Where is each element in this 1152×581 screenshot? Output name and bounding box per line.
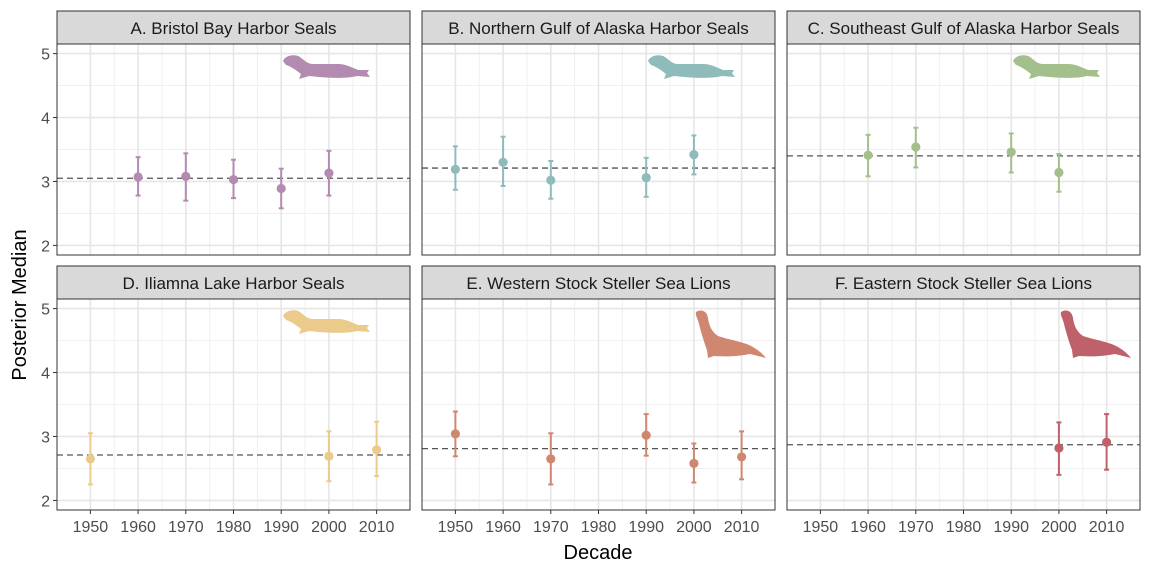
data-point bbox=[324, 168, 334, 178]
x-tick-label: 1990 bbox=[628, 519, 664, 536]
facet-title: A. Bristol Bay Harbor Seals bbox=[131, 19, 337, 38]
y-tick-label: 5 bbox=[41, 302, 50, 319]
x-tick-label: 1960 bbox=[485, 519, 521, 536]
facet-title: F. Eastern Stock Steller Sea Lions bbox=[835, 274, 1092, 293]
panel-border bbox=[56, 43, 411, 256]
panel-border bbox=[421, 43, 776, 256]
facet-strip bbox=[56, 10, 411, 45]
facet-panel: A. Bristol Bay Harbor Seals 2 3 4 5 bbox=[41, 10, 411, 256]
data-point bbox=[133, 172, 143, 182]
harbor-seal-icon bbox=[283, 310, 370, 334]
y-tick-label: 2 bbox=[41, 493, 50, 510]
x-tick-label: 1960 bbox=[850, 519, 886, 536]
facet-panel: C. Southeast Gulf of Alaska Harbor Seals bbox=[786, 10, 1141, 256]
harbor-seal-icon bbox=[648, 55, 735, 79]
data-point bbox=[689, 458, 699, 468]
x-tick-label: 1980 bbox=[216, 519, 252, 536]
panels-layer: A. Bristol Bay Harbor Seals 2 3 4 5 B. Northe… bbox=[41, 10, 1141, 536]
data-point bbox=[450, 429, 460, 439]
data-point bbox=[1054, 443, 1064, 453]
facet-title: B. Northern Gulf of Alaska Harbor Seals bbox=[448, 19, 748, 38]
x-tick-label: 1980 bbox=[581, 519, 617, 536]
sea-lion-icon bbox=[695, 310, 766, 358]
data-point bbox=[641, 173, 651, 183]
facet-panel: F. Eastern Stock Steller Sea Lions 1950 19… bbox=[786, 265, 1141, 536]
panel-border bbox=[786, 43, 1141, 256]
x-tick-label: 1970 bbox=[898, 519, 934, 536]
x-tick-label: 2010 bbox=[1089, 519, 1125, 536]
facet-title: C. Southeast Gulf of Alaska Harbor Seals bbox=[808, 19, 1120, 38]
facet-panel: D. Iliamna Lake Harbor Seals 2 3 4 5 1950 1960… bbox=[41, 265, 411, 536]
data-point bbox=[450, 164, 460, 174]
data-point bbox=[1102, 437, 1112, 447]
data-point bbox=[546, 454, 556, 464]
data-point bbox=[641, 430, 651, 440]
facet-strip bbox=[786, 265, 1141, 300]
harbor-seal-icon bbox=[1013, 55, 1100, 79]
y-tick-label: 3 bbox=[41, 174, 50, 191]
facet-panel: E. Western Stock Steller Sea Lions 1950 19… bbox=[421, 265, 776, 536]
facet-strip bbox=[421, 265, 776, 300]
y-tick-label: 5 bbox=[41, 47, 50, 64]
data-point bbox=[85, 454, 95, 464]
x-tick-label: 1990 bbox=[263, 519, 299, 536]
data-point bbox=[498, 157, 508, 167]
y-tick-label: 4 bbox=[41, 111, 50, 128]
data-point bbox=[324, 451, 334, 461]
x-axis-label: Decade bbox=[564, 542, 633, 564]
y-tick-label: 3 bbox=[41, 429, 50, 446]
x-tick-label: 1990 bbox=[993, 519, 1029, 536]
x-tick-label: 1970 bbox=[533, 519, 569, 536]
facet-title: D. Iliamna Lake Harbor Seals bbox=[122, 274, 344, 293]
facet-panel: B. Northern Gulf of Alaska Harbor Seals bbox=[421, 10, 776, 256]
harbor-seal-icon bbox=[283, 55, 370, 79]
data-point bbox=[181, 171, 191, 181]
x-tick-label: 2000 bbox=[311, 519, 347, 536]
y-tick-label: 2 bbox=[41, 238, 50, 255]
sea-lion-icon bbox=[1060, 310, 1131, 358]
y-tick-label: 4 bbox=[41, 366, 50, 383]
data-point bbox=[228, 174, 239, 185]
data-point bbox=[546, 175, 556, 185]
x-tick-label: 2010 bbox=[724, 519, 760, 536]
x-tick-label: 1960 bbox=[120, 519, 156, 536]
data-point bbox=[1054, 167, 1064, 178]
data-point bbox=[372, 445, 382, 455]
y-axis-label: Posterior Median bbox=[9, 229, 31, 380]
x-tick-label: 1950 bbox=[803, 519, 839, 536]
facet-strip bbox=[786, 10, 1141, 45]
data-point bbox=[863, 150, 873, 160]
x-tick-label: 1980 bbox=[946, 519, 982, 536]
data-point bbox=[911, 142, 921, 152]
data-point bbox=[1006, 147, 1016, 157]
data-point bbox=[689, 150, 699, 160]
facet-strip bbox=[421, 10, 776, 45]
x-tick-label: 1950 bbox=[73, 519, 109, 536]
x-tick-label: 1950 bbox=[438, 519, 474, 536]
x-tick-label: 2000 bbox=[1041, 519, 1077, 536]
data-point bbox=[276, 183, 286, 194]
x-tick-label: 1970 bbox=[168, 519, 204, 536]
x-tick-label: 2000 bbox=[676, 519, 712, 536]
facet-strip bbox=[56, 265, 411, 300]
data-point bbox=[737, 452, 747, 462]
x-tick-label: 2010 bbox=[359, 519, 395, 536]
facet-title: E. Western Stock Steller Sea Lions bbox=[466, 274, 730, 293]
